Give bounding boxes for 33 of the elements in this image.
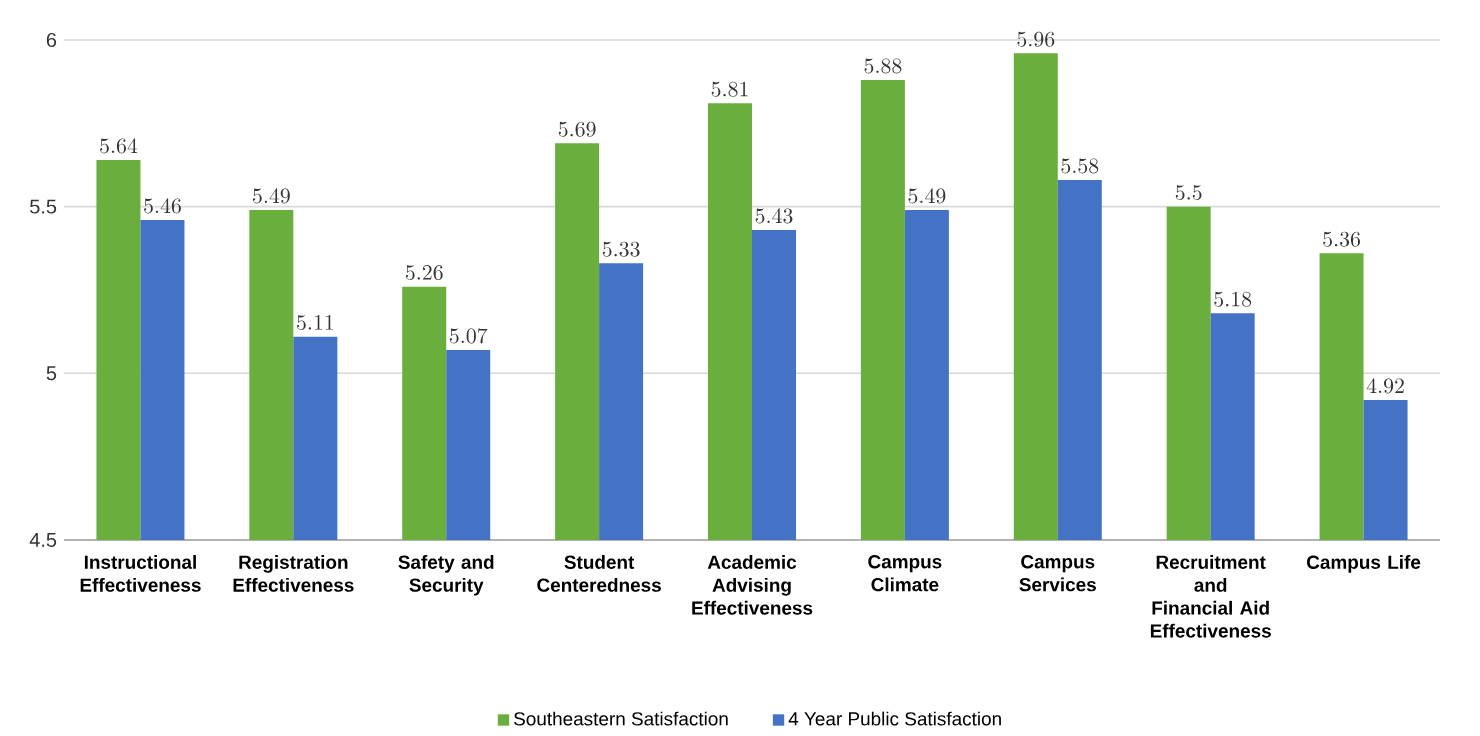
x-tick-label: Campus Services [1019, 554, 1096, 592]
x-tick-label: Registration Effectiveness [233, 554, 354, 592]
x-tick-label: Academic Advising Effectiveness [692, 554, 813, 615]
x-tick-label: Student Centeredness [537, 554, 661, 592]
data-label: 5.5 [1175, 184, 1202, 200]
legend-label: Southeastern Satisfaction [514, 711, 728, 726]
y-tick-label: 5 [46, 366, 57, 381]
data-label: 5. 11 [297, 314, 333, 330]
data-label: 5.49 [253, 188, 290, 204]
data-label: 5.26 [405, 264, 443, 280]
x-tick-label: Instructional Effectiveness [80, 554, 201, 592]
y-tick-label: 6 [46, 32, 57, 47]
data-label: 5.49 [908, 188, 946, 204]
data-label: 5.43 [755, 208, 793, 224]
data-label: 4.92 [1366, 378, 1404, 394]
x-tick-label: Safety and Security [398, 554, 494, 596]
x-tick-label: Campus Climate [868, 554, 942, 592]
data-label: 5. 18 [1214, 291, 1252, 307]
data-label: 5.36 [1323, 231, 1361, 247]
data-label: 5.64 [100, 138, 138, 154]
data-label: 5.33 [602, 241, 640, 257]
data-label: 5.58 [1061, 158, 1099, 174]
data-label: 5.81 [711, 81, 748, 97]
data-label: 5.46 [144, 198, 181, 214]
data-label: 5.07 [449, 328, 488, 344]
y-tick-label: 5.5 [30, 199, 57, 214]
data-label: 5.96 [1017, 31, 1055, 47]
y-tick-label: 4.5 [29, 532, 57, 547]
data-label: 5.69 [558, 121, 596, 137]
data-label: 5.88 [864, 58, 902, 74]
x-tick-label: Recruitment and Financial Aid Effectiveness [1150, 554, 1271, 638]
legend-label: 4 Year Public Satisfaction [788, 711, 1001, 726]
x-tick-label: Campus Life [1307, 554, 1421, 573]
